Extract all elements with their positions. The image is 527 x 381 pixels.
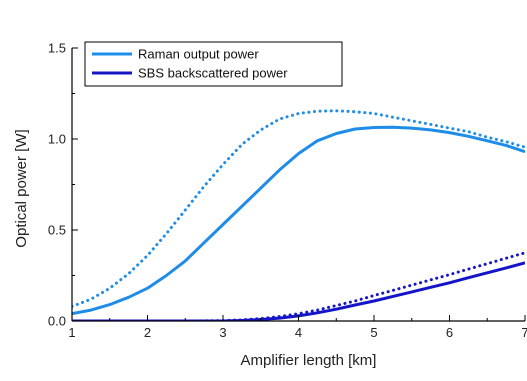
y-tick-label-1: 0.5 xyxy=(48,223,66,238)
x-tick-label-7: 7 xyxy=(521,325,527,340)
series-line-2 xyxy=(72,109,525,308)
y-axis-label: Optical power [W] xyxy=(13,129,30,247)
x-tick-label-1: 1 xyxy=(68,325,75,340)
x-tick-label-5: 5 xyxy=(370,325,377,340)
series-line-3 xyxy=(72,261,525,321)
legend-box xyxy=(84,41,343,87)
series-line-4 xyxy=(72,251,525,321)
series-line-1 xyxy=(72,125,525,316)
y-tick-label-2: 1.0 xyxy=(48,132,66,147)
legend-label-2: SBS backscattered power xyxy=(138,66,288,81)
x-tick-label-4: 4 xyxy=(295,325,302,340)
y-tick-label-3: 1.5 xyxy=(48,41,66,56)
legend-label-1: Raman output power xyxy=(138,47,259,62)
y-tick-label-0: 0.0 xyxy=(48,314,66,329)
x-tick-label-3: 3 xyxy=(219,325,226,340)
x-tick-label-6: 6 xyxy=(446,325,453,340)
x-axis-label: Amplifier length [km] xyxy=(241,352,377,369)
x-tick-label-2: 2 xyxy=(144,325,151,340)
